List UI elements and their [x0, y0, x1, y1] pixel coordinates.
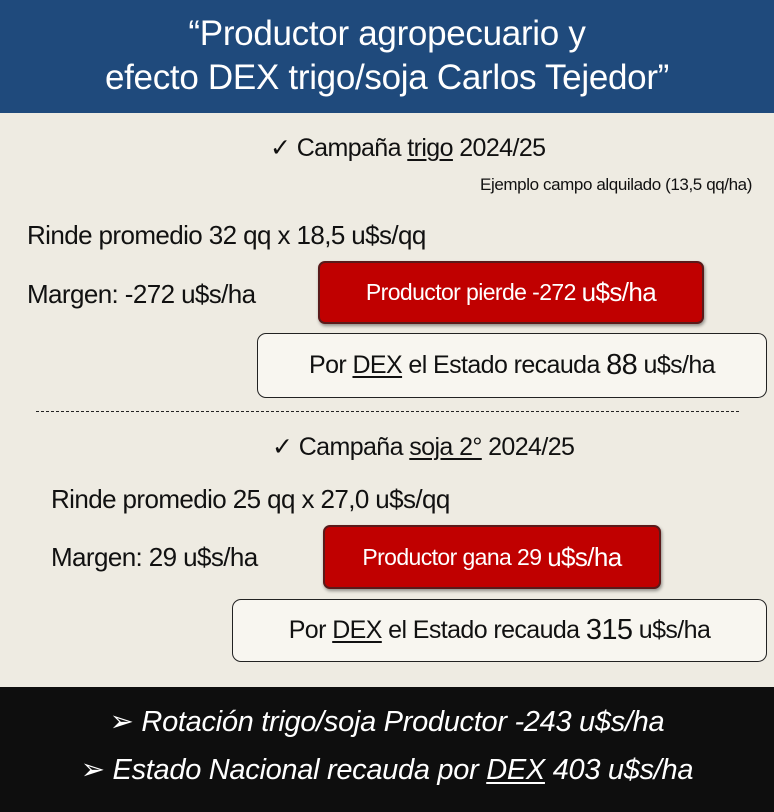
title-line-1: “Productor agropecuario y: [188, 14, 586, 53]
trigo-note: Ejemplo campo alquilado (13,5 qq/ha): [480, 175, 752, 194]
trigo-campaign-heading: ✓ Campaña trigo 2024/25: [270, 133, 546, 163]
soja-productor-box: Productor gana 29 u$s/ha: [323, 525, 661, 589]
summary-footer: ➢ Rotación trigo/soja Productor -243 u$s…: [0, 687, 774, 812]
soja-campaign-heading: ✓ Campaña soja 2° 2024/25: [272, 432, 575, 462]
box-text: Por: [288, 616, 327, 644]
box-unit: u$s/ha: [547, 541, 622, 572]
soja-rinde: Rinde promedio 25 qq x 27,0 u$s/qq: [51, 484, 450, 514]
slide-title: “Productor agropecuario y efecto DEX tri…: [0, 0, 774, 113]
soja-margen: Margen: 29 u$s/ha: [51, 542, 258, 572]
summary-line-1: ➢ Rotación trigo/soja Productor -243 u$s…: [0, 698, 774, 746]
check-icon: ✓: [272, 433, 293, 461]
heading-text: Campaña: [298, 433, 410, 461]
dex-label: DEX: [486, 754, 545, 786]
divider: [36, 411, 739, 412]
box-text: el Estado recauda: [381, 616, 586, 644]
summary-text: 403 u$s/ha: [544, 754, 694, 786]
summary-text: Rotación trigo/soja Productor -243 u$s/h…: [141, 706, 665, 738]
box-unit: u$s/ha: [581, 277, 657, 307]
trigo-productor-box: Productor pierde -272 u$s/ha: [318, 261, 704, 324]
estado-value: 88: [606, 349, 638, 381]
trigo-margen: Margen: -272 u$s/ha: [27, 279, 256, 309]
soja-estado-box: Por DEX el Estado recauda 315 u$s/ha: [232, 599, 767, 662]
box-text: Por: [309, 351, 347, 379]
crop-name: soja 2°: [409, 433, 482, 461]
crop-name: trigo: [407, 134, 453, 162]
check-icon: ✓: [270, 134, 291, 162]
box-unit: u$s/ha: [632, 616, 711, 644]
summary-line-2: ➢ Estado Nacional recauda por DEX 403 u$…: [0, 746, 774, 794]
box-text: Productor pierde -272: [365, 279, 576, 305]
dex-label: DEX: [352, 351, 403, 379]
box-text: Productor gana 29: [362, 543, 542, 570]
estado-value: 315: [585, 614, 633, 646]
heading-text: Campaña: [296, 134, 408, 162]
heading-text: 2024/25: [481, 433, 575, 461]
box-unit: u$s/ha: [637, 351, 716, 379]
box-text: el Estado recauda: [402, 351, 607, 379]
trigo-rinde: Rinde promedio 32 qq x 18,5 u$s/qq: [27, 220, 426, 250]
title-line-2: efecto DEX trigo/soja Carlos Tejedor”: [104, 58, 670, 97]
trigo-estado-box: Por DEX el Estado recauda 88 u$s/ha: [257, 333, 767, 398]
arrow-bullet-icon: ➢: [109, 706, 134, 738]
dex-label: DEX: [332, 616, 382, 644]
heading-text: 2024/25: [452, 134, 546, 162]
arrow-bullet-icon: ➢: [80, 754, 105, 786]
summary-text: Estado Nacional recauda por: [112, 754, 487, 786]
